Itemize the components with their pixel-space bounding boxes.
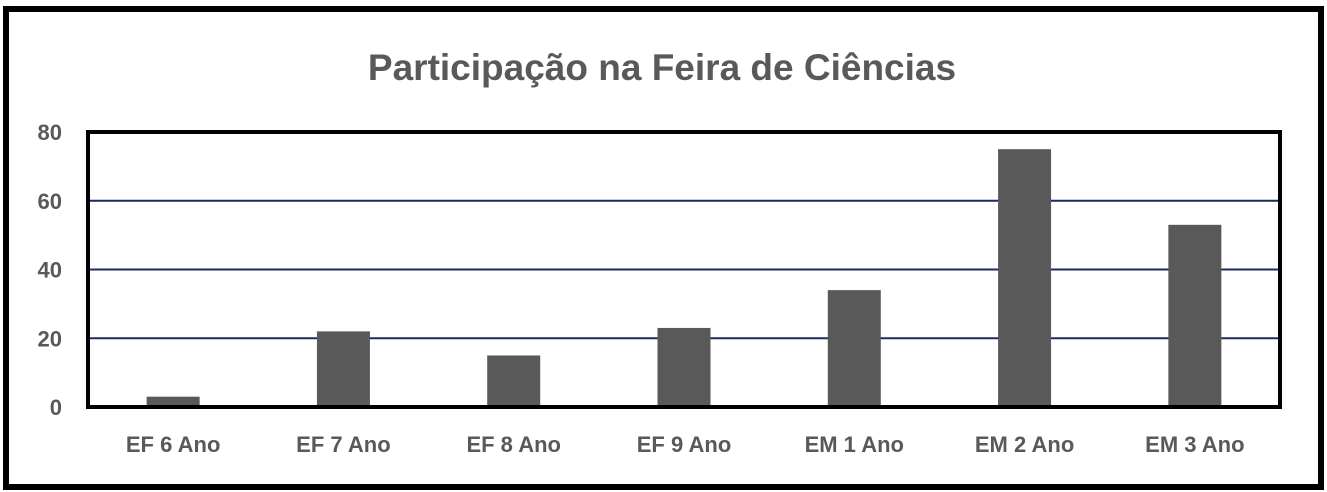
y-axis-ticks: 0 20 40 60 80 (38, 120, 62, 420)
bar-ef-6-ano (146, 396, 200, 407)
x-category-label: EF 9 Ano (637, 432, 732, 457)
x-category-label: EM 3 Ano (1145, 432, 1244, 457)
y-tick-label: 0 (50, 395, 62, 420)
bars (146, 149, 1222, 407)
bar-em-3-ano (1168, 224, 1222, 407)
x-category-label: EF 8 Ano (466, 432, 561, 457)
chart-frame (3, 6, 1324, 490)
y-tick-label: 40 (38, 258, 62, 283)
x-category-label: EF 6 Ano (126, 432, 221, 457)
y-tick-label: 60 (38, 189, 62, 214)
x-category-label: EM 1 Ano (805, 432, 904, 457)
x-axis-labels: EF 6 Ano EF 7 Ano EF 8 Ano EF 9 Ano EM 1 Ano… (126, 432, 1245, 457)
y-tick-label: 20 (38, 326, 62, 351)
chart-title: Participação na Feira de Ciências (368, 47, 956, 88)
bar-ef-8-ano (487, 355, 541, 407)
bar-ef-7-ano (316, 331, 370, 407)
bar-em-1-ano (827, 290, 881, 407)
bar-em-2-ano (998, 149, 1052, 407)
x-category-label: EM 2 Ano (975, 432, 1074, 457)
gridlines (88, 199, 1280, 340)
bar-ef-9-ano (657, 327, 711, 407)
x-category-label: EF 7 Ano (296, 432, 391, 457)
y-tick-label: 80 (38, 120, 62, 145)
plot-area-border (86, 130, 1282, 409)
